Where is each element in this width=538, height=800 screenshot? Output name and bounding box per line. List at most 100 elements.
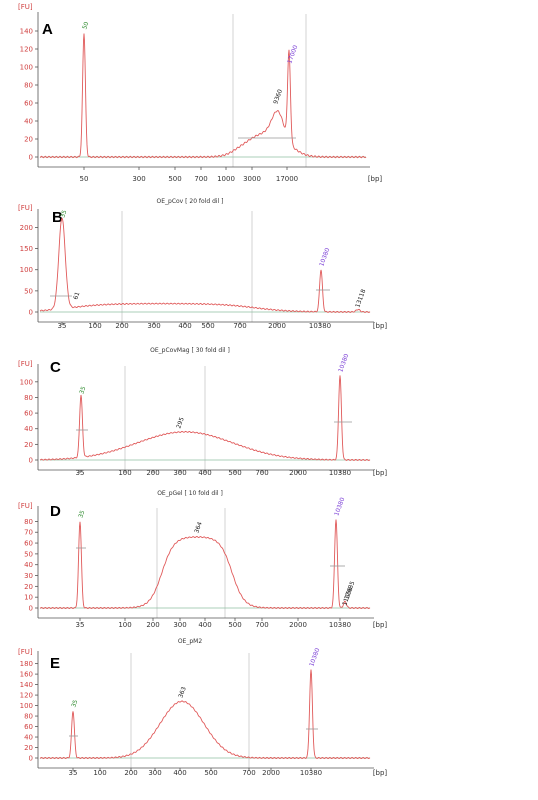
x-tick-label: 35 <box>76 621 85 629</box>
y-unit-label: [FU] <box>18 502 33 510</box>
chart-panel-b: 0 50 100 150 200 [FU] 35 100 200 300 400 500 700 2000… <box>18 198 387 330</box>
x-tick-label: 3000 <box>243 175 261 183</box>
peak-label: 363 <box>177 686 188 699</box>
y-tick-label: 180 <box>20 660 33 668</box>
x-tick-label: 700 <box>242 769 255 777</box>
y-tick-label: 120 <box>20 692 33 700</box>
y-unit-label: [FU] <box>18 360 33 368</box>
y-tick-label: 40 <box>24 561 33 569</box>
panel-label: D <box>50 503 61 520</box>
chart-panel-e: 0 20 40 60 80 100 120 140 160 180 [FU] 35 100 200 300 4… <box>18 638 387 777</box>
y-tick-label: 60 <box>24 100 33 108</box>
x-tick-label: 500 <box>168 175 181 183</box>
y-tick-label: 20 <box>24 441 33 449</box>
y-tick-label: 200 <box>20 224 33 232</box>
x-tick-label: 400 <box>173 769 186 777</box>
chart-panel-c: 0 20 40 60 80 100 [FU] 35 100 200 300 400 500 700 2000… <box>18 347 387 477</box>
x-tick-label: 300 <box>173 469 186 477</box>
y-tick-label: 70 <box>24 529 33 537</box>
y-tick-label: 100 <box>20 378 33 386</box>
x-tick-label: 10380 <box>329 621 351 629</box>
x-tick-label: 300 <box>173 621 186 629</box>
x-unit-label: [bp] <box>368 175 383 183</box>
electropherogram-trace <box>39 519 371 609</box>
electropherogram-trace <box>39 375 371 461</box>
x-tick-label: 50 <box>80 175 89 183</box>
y-unit-label: [FU] <box>18 648 33 656</box>
x-tick-label: 500 <box>201 322 214 330</box>
y-tick-label: 40 <box>24 118 33 126</box>
x-tick-label: 35 <box>58 322 67 330</box>
peak-label: 35 <box>77 509 86 519</box>
electropherogram-trace <box>39 217 371 313</box>
x-tick-label: 1000 <box>217 175 235 183</box>
peak-label: 50 <box>81 21 90 31</box>
x-tick-label: 700 <box>233 322 246 330</box>
y-tick-label: 100 <box>20 702 33 710</box>
y-tick-label: 0 <box>29 605 33 613</box>
peak-label: 295 <box>175 416 186 429</box>
peak-label: 35 <box>59 209 68 219</box>
x-tick-label: 100 <box>118 469 131 477</box>
x-tick-label: 200 <box>124 769 137 777</box>
panel-label: B <box>52 209 63 226</box>
x-tick-label: 300 <box>147 322 160 330</box>
y-tick-label: 20 <box>24 583 33 591</box>
chart-title: OE_pM2 <box>178 638 202 645</box>
electropherogram-trace <box>39 669 371 759</box>
x-tick-label: 10380 <box>300 769 322 777</box>
y-tick-label: 80 <box>24 82 33 90</box>
x-tick-label: 17000 <box>276 175 298 183</box>
x-tick-label: 100 <box>88 322 101 330</box>
x-tick-label: 700 <box>255 469 268 477</box>
panel-label: E <box>50 655 60 672</box>
panel-label: C <box>50 359 61 376</box>
y-tick-label: 60 <box>24 410 33 418</box>
peak-label: 10380 <box>337 353 350 374</box>
x-tick-label: 35 <box>69 769 78 777</box>
x-tick-label: 35 <box>76 469 85 477</box>
x-tick-label: 400 <box>198 621 211 629</box>
x-tick-label: 700 <box>255 621 268 629</box>
peak-label: 10380 <box>333 496 346 517</box>
peak-label: 9360 <box>272 88 284 105</box>
y-tick-label: 140 <box>20 28 33 36</box>
peak-label: 364 <box>193 521 204 534</box>
x-tick-label: 400 <box>178 322 191 330</box>
x-tick-label: 500 <box>204 769 217 777</box>
y-tick-label: 20 <box>24 136 33 144</box>
peak-label: 13118 <box>354 288 367 309</box>
chart-title: OE_pGel [ 10 fold dil ] <box>157 490 223 497</box>
peak-label: 12685 <box>343 580 356 601</box>
peak-label: 17000 <box>286 44 299 65</box>
chart-title: OE_pCov [ 20 fold dil ] <box>157 198 224 205</box>
y-tick-label: 30 <box>24 572 33 580</box>
y-tick-label: 80 <box>24 394 33 402</box>
y-tick-label: 120 <box>20 46 33 54</box>
x-tick-label: 2000 <box>289 621 307 629</box>
peak-label: 35 <box>78 385 87 395</box>
y-tick-label: 0 <box>29 755 33 763</box>
x-tick-label: 100 <box>118 621 131 629</box>
y-tick-label: 0 <box>29 154 33 162</box>
y-tick-label: 80 <box>24 713 33 721</box>
x-unit-label: [bp] <box>373 469 388 477</box>
y-tick-label: 50 <box>24 287 33 295</box>
chart-panel-a: 0 20 40 60 80 100 120 140 [FU] 50 300 500 700 1000 300… <box>18 3 382 183</box>
y-tick-label: 60 <box>24 723 33 731</box>
x-unit-label: [bp] <box>373 769 388 777</box>
x-tick-label: 500 <box>228 621 241 629</box>
y-unit-label: [FU] <box>18 3 33 11</box>
y-tick-label: 10 <box>24 594 33 602</box>
electropherogram-trace <box>39 33 367 159</box>
y-tick-label: 140 <box>20 681 33 689</box>
x-tick-label: 100 <box>93 769 106 777</box>
x-tick-label: 400 <box>198 469 211 477</box>
peak-label: 10380 <box>308 647 321 668</box>
x-unit-label: [bp] <box>373 621 388 629</box>
y-tick-label: 160 <box>20 671 33 679</box>
y-tick-label: 0 <box>29 457 33 465</box>
x-tick-label: 300 <box>132 175 145 183</box>
y-tick-label: 80 <box>24 518 33 526</box>
